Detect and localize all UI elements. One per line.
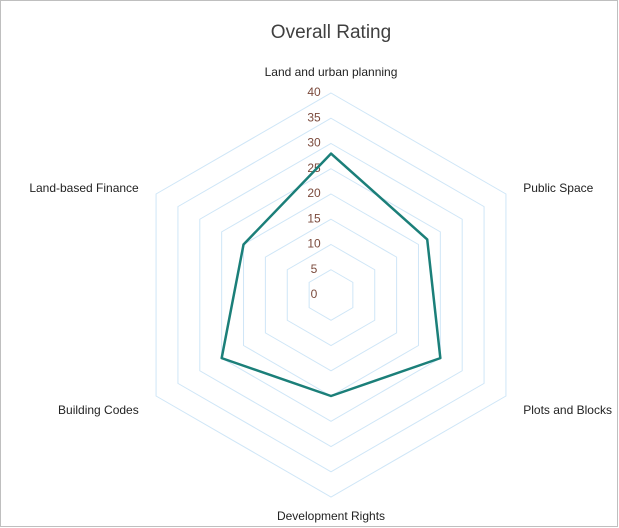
grid-ring: [199, 142, 463, 448]
category-label: Land and urban planning: [265, 65, 398, 79]
category-label: Building Codes: [58, 403, 139, 417]
r-tick-label: 5: [311, 262, 318, 276]
r-tick-label: 40: [307, 85, 321, 99]
grid-ring: [177, 117, 485, 473]
grid-ring: [286, 243, 376, 347]
r-tick-label: 35: [307, 110, 321, 124]
grid-ring: [221, 168, 441, 422]
r-tick-label: 0: [311, 287, 318, 301]
r-tick-label: 15: [307, 211, 321, 225]
r-tick-label: 20: [307, 186, 321, 200]
category-label: Plots and Blocks: [523, 403, 612, 417]
r-tick-label: 25: [307, 161, 321, 175]
chart-title: Overall Rating: [271, 22, 391, 43]
grid-ring: [155, 92, 507, 498]
r-tick-label: 10: [307, 237, 321, 251]
category-label: Land-based Finance: [29, 181, 139, 195]
grid-ring: [308, 269, 354, 321]
category-label: Public Space: [523, 181, 593, 195]
grid-ring: [264, 218, 398, 372]
series-line: [220, 152, 442, 398]
category-label: Development Rights: [277, 509, 385, 523]
r-tick-label: 30: [307, 136, 321, 150]
